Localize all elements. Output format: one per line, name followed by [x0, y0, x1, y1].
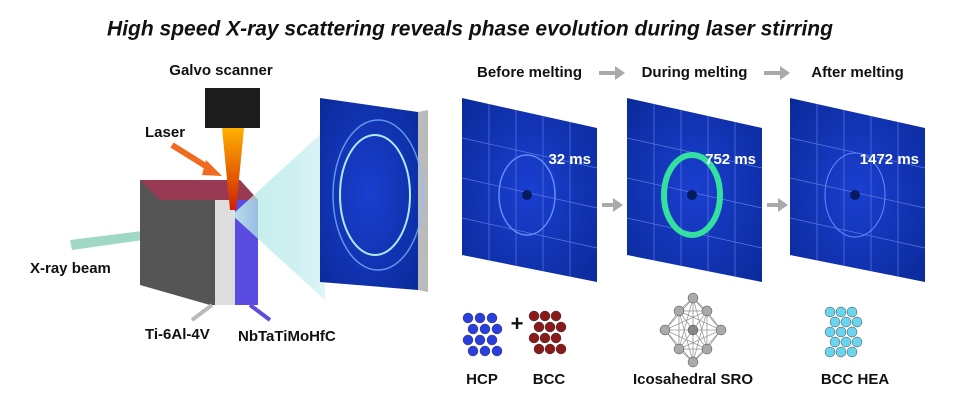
- atom: [701, 343, 713, 355]
- structure-label: BCC: [533, 371, 566, 388]
- atom: [462, 334, 474, 346]
- diffraction-ring: [498, 154, 556, 236]
- panel-arrowhead: [778, 198, 788, 212]
- atom: [829, 316, 841, 328]
- stage-label: After melting: [811, 64, 904, 81]
- atom: [539, 332, 551, 344]
- stage-label: Before melting: [477, 64, 582, 81]
- setup-illustration: [70, 88, 428, 322]
- laser-label: Laser: [145, 124, 185, 141]
- panels: Before melting 32 ms During melting 752 ms A…: [461, 64, 926, 388]
- structure-label: Icosahedral SRO: [633, 371, 753, 388]
- atom: [550, 310, 562, 322]
- atom: [840, 336, 852, 348]
- stage-arrowhead: [615, 66, 625, 80]
- atom: [479, 323, 491, 335]
- atom: [835, 346, 847, 358]
- atom: [846, 326, 858, 338]
- atom: [687, 292, 699, 304]
- galvo-scanner: [205, 88, 260, 128]
- atom: [544, 343, 556, 355]
- diffraction-pattern: [462, 98, 597, 282]
- atom: [835, 326, 847, 338]
- scanner-label: Galvo scanner: [169, 62, 273, 79]
- time-label: 1472 ms: [860, 151, 919, 168]
- atom: [851, 336, 863, 348]
- atom: [474, 334, 486, 346]
- bond: [678, 310, 694, 363]
- xray-label: X-ray beam: [30, 260, 111, 277]
- atom: [659, 324, 671, 336]
- beam-stop: [522, 190, 532, 200]
- atom: [555, 343, 567, 355]
- atom: [829, 336, 841, 348]
- atom: [474, 312, 486, 324]
- atom: [486, 334, 498, 346]
- scatter-cone: [232, 130, 325, 300]
- atom: [824, 346, 836, 358]
- structure-label: HCP: [466, 371, 498, 388]
- atom: [479, 345, 491, 357]
- atom: [462, 312, 474, 324]
- atom: [550, 332, 562, 344]
- atom: [687, 356, 699, 368]
- atom: [528, 310, 540, 322]
- atom: [467, 323, 479, 335]
- atom: [486, 312, 498, 324]
- stage-arrowhead: [780, 66, 790, 80]
- detector-seam: [461, 217, 598, 249]
- bond: [664, 310, 708, 331]
- atom: [824, 326, 836, 338]
- detector-seam: [789, 217, 926, 249]
- time-label: 752 ms: [705, 151, 756, 168]
- bond: [692, 297, 708, 350]
- diffraction-pattern: [627, 98, 762, 282]
- atom: [851, 316, 863, 328]
- atom: [835, 306, 847, 318]
- diffraction-ring: [661, 152, 723, 238]
- atom: [491, 345, 503, 357]
- atom: [846, 346, 858, 358]
- atom: [467, 345, 479, 357]
- bond: [692, 310, 708, 363]
- atom: [539, 310, 551, 322]
- atom: [701, 305, 713, 317]
- atom: [840, 316, 852, 328]
- atom: [715, 324, 727, 336]
- laser-beam: [222, 128, 244, 210]
- substrate-label: Ti-6Al-4V: [145, 326, 210, 343]
- diffraction-ring: [824, 152, 886, 238]
- plus-sign: +: [511, 311, 524, 336]
- atom: [824, 306, 836, 318]
- atom: [533, 343, 545, 355]
- stage-label: During melting: [642, 64, 748, 81]
- atom: [673, 305, 685, 317]
- atom: [491, 323, 503, 335]
- bond: [678, 297, 694, 350]
- atom: [846, 306, 858, 318]
- detector-seam: [461, 137, 598, 169]
- title: High speed X-ray scattering reveals phas…: [107, 18, 833, 41]
- atom: [544, 321, 556, 333]
- atom: [528, 332, 540, 344]
- beam-stop: [687, 190, 697, 200]
- atom: [673, 343, 685, 355]
- structure-label: BCC HEA: [821, 371, 890, 388]
- atom: [555, 321, 567, 333]
- beam-stop: [850, 190, 860, 200]
- detector: [320, 98, 418, 290]
- time-label: 32 ms: [548, 151, 591, 168]
- atom: [687, 324, 699, 336]
- panel-arrowhead: [613, 198, 623, 212]
- atom: [533, 321, 545, 333]
- powder-label: NbTaTiMoHfC: [238, 328, 336, 345]
- diffraction-pattern: [790, 98, 925, 282]
